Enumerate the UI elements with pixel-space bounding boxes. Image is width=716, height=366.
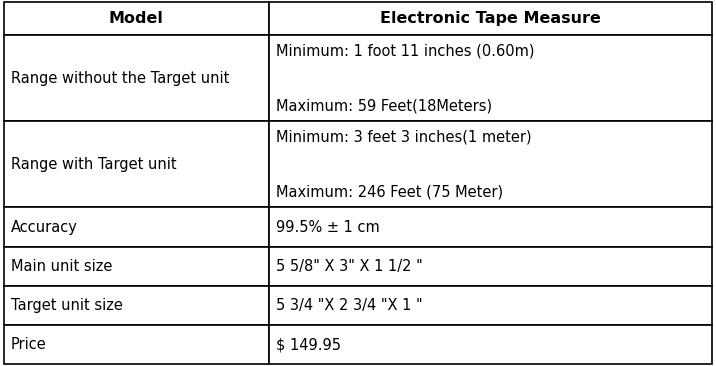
Text: 5 5/8" X 3" X 1 1/2 ": 5 5/8" X 3" X 1 1/2 " xyxy=(276,259,422,274)
Text: Model: Model xyxy=(109,11,163,26)
Bar xyxy=(4,35,268,121)
Bar xyxy=(4,2,268,35)
Bar xyxy=(268,247,712,286)
Bar xyxy=(4,286,268,325)
Bar xyxy=(268,35,712,121)
Text: Maximum: 246 Feet (75 Meter): Maximum: 246 Feet (75 Meter) xyxy=(276,184,503,199)
Text: Range with Target unit: Range with Target unit xyxy=(11,157,176,172)
Bar xyxy=(4,325,268,364)
Bar xyxy=(268,208,712,247)
Text: Maximum: 59 Feet(18Meters): Maximum: 59 Feet(18Meters) xyxy=(276,98,492,113)
Bar xyxy=(268,121,712,208)
Bar xyxy=(4,208,268,247)
Text: Main unit size: Main unit size xyxy=(11,259,112,274)
Text: Range without the Target unit: Range without the Target unit xyxy=(11,71,229,86)
Bar xyxy=(268,2,712,35)
Text: $ 149.95: $ 149.95 xyxy=(276,337,341,352)
Text: Target unit size: Target unit size xyxy=(11,298,122,313)
Text: 99.5% ± 1 cm: 99.5% ± 1 cm xyxy=(276,220,379,235)
Text: Minimum: 1 foot 11 inches (0.60m): Minimum: 1 foot 11 inches (0.60m) xyxy=(276,43,534,58)
Text: Price: Price xyxy=(11,337,47,352)
Text: 5 3/4 "X 2 3/4 "X 1 ": 5 3/4 "X 2 3/4 "X 1 " xyxy=(276,298,422,313)
Text: Accuracy: Accuracy xyxy=(11,220,77,235)
Bar xyxy=(4,247,268,286)
Bar xyxy=(268,325,712,364)
Bar xyxy=(268,286,712,325)
Text: Electronic Tape Measure: Electronic Tape Measure xyxy=(380,11,601,26)
Bar xyxy=(4,121,268,208)
Text: Minimum: 3 feet 3 inches(1 meter): Minimum: 3 feet 3 inches(1 meter) xyxy=(276,129,531,144)
